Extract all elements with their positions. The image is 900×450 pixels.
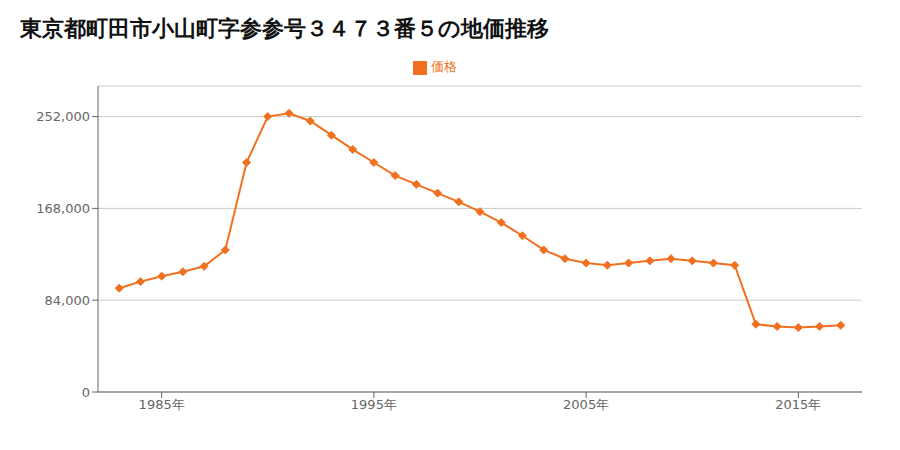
svg-text:2015年: 2015年: [775, 397, 821, 412]
svg-text:168,000: 168,000: [36, 201, 90, 216]
svg-text:252,000: 252,000: [36, 109, 90, 124]
svg-text:84,000: 84,000: [45, 293, 91, 308]
svg-text:2005年: 2005年: [563, 397, 609, 412]
svg-text:1995年: 1995年: [351, 397, 397, 412]
svg-text:0: 0: [82, 385, 90, 400]
svg-text:1985年: 1985年: [139, 397, 185, 412]
html-text:東京都町田市小山町字参参号３４７３番５の地価推移: 東京都町田市小山町字参参号３４７３番５の地価推移: [20, 16, 549, 41]
html-text:価格: 価格: [431, 59, 457, 74]
